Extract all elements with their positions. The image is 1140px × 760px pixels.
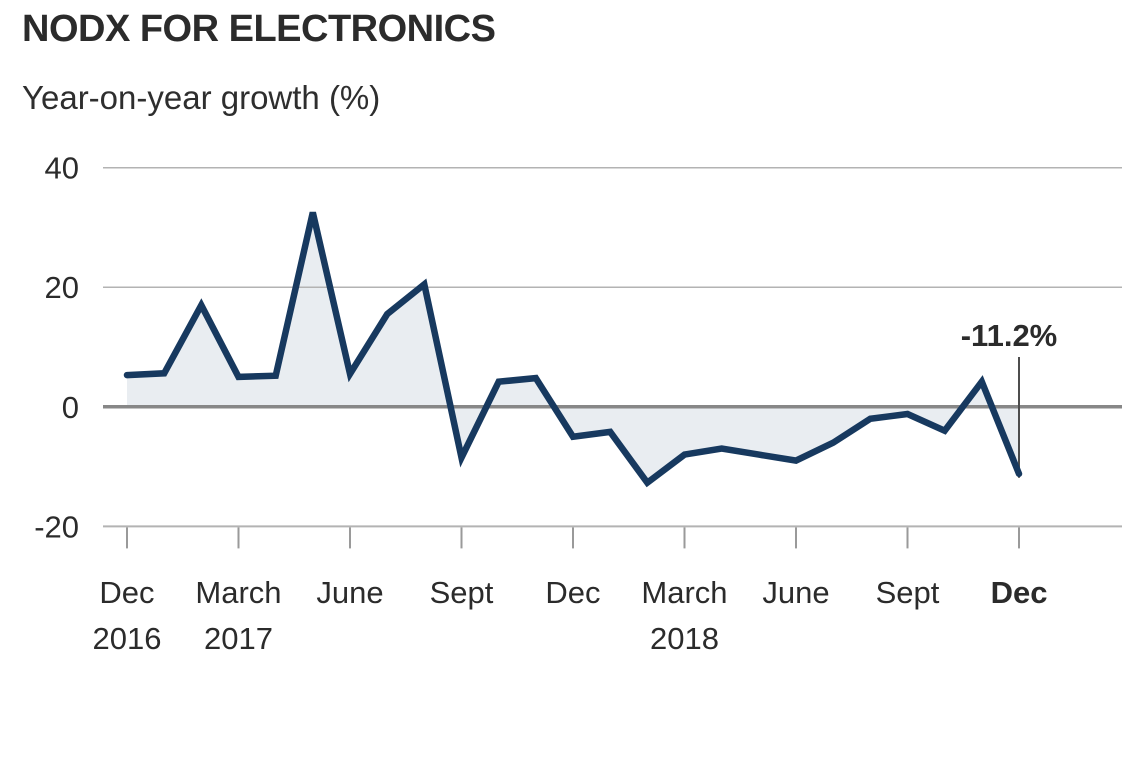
chart-title: NODX FOR ELECTRONICS: [22, 8, 496, 50]
x-tick-label-sept: Sept: [876, 575, 940, 610]
x-tick-label-sept: Sept: [430, 575, 494, 610]
x-tick-year-label-2017: 2017: [204, 621, 273, 656]
x-tick-label-march-2018: March: [641, 575, 727, 610]
y-tick-label-40: 40: [45, 151, 79, 186]
x-tick-year-label-2016: 2016: [93, 621, 162, 656]
chart-subtitle: Year-on-year growth (%): [22, 79, 381, 116]
growth-data-line: [123, 211, 1023, 488]
annotation-value-label: -11.2%: [961, 318, 1058, 353]
x-tick-label-march-2017: March: [195, 575, 281, 610]
area-fill: [127, 212, 1019, 483]
y-tick-label-20: 20: [45, 270, 79, 305]
y-tick-label-0: 0: [62, 390, 79, 425]
x-tick-year-label-2018: 2018: [650, 621, 719, 656]
x-tick-label-june: June: [762, 575, 829, 610]
x-tick-label-dec-2016: Dec: [99, 575, 154, 610]
y-tick-label--20: -20: [34, 509, 79, 544]
x-tick-label-june: June: [316, 575, 383, 610]
x-tick-label-dec: Dec: [545, 575, 600, 610]
x-tick-label-dec: Dec: [991, 575, 1048, 610]
